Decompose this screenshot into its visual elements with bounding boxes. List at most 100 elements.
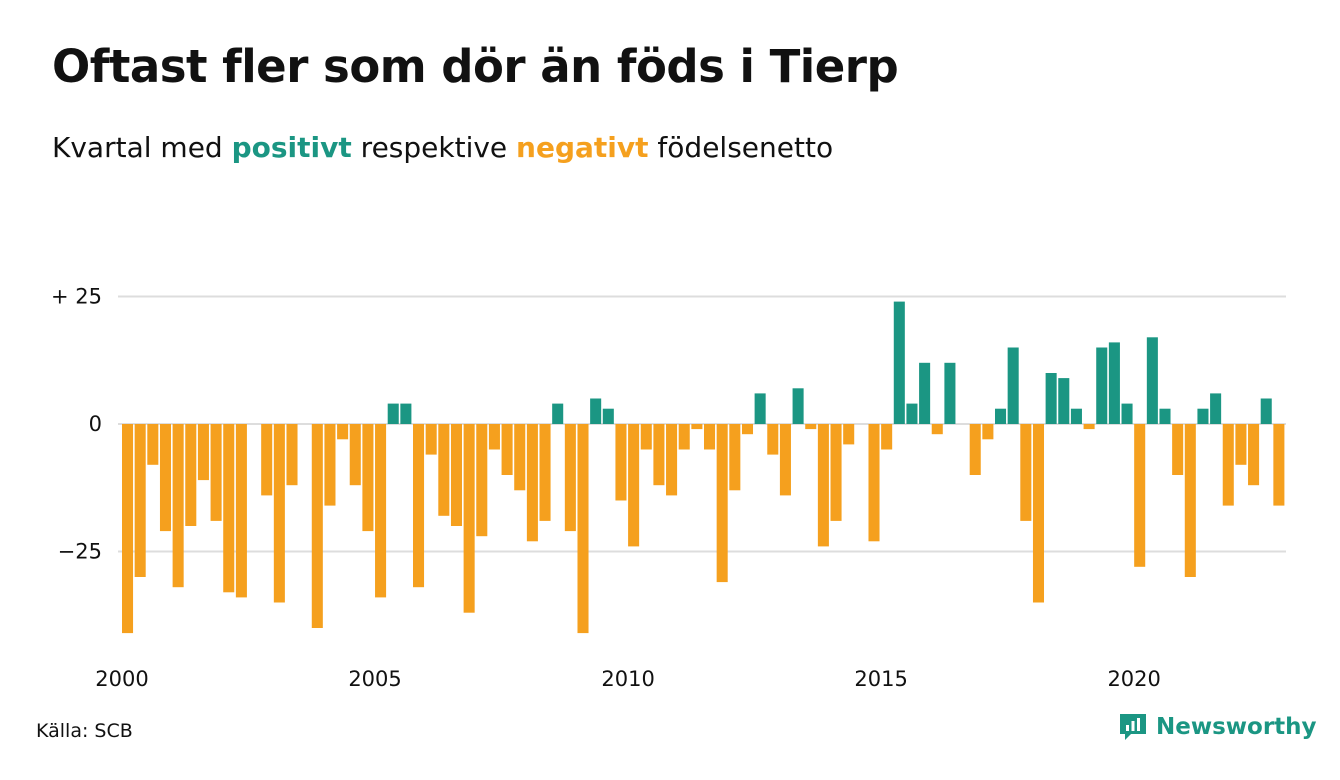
bar-negative bbox=[147, 424, 159, 465]
bar-positive bbox=[1197, 408, 1209, 424]
bar-negative bbox=[261, 424, 273, 496]
bar-negative bbox=[628, 424, 640, 547]
bar-negative bbox=[539, 424, 551, 521]
bar-negative bbox=[450, 424, 463, 526]
x-tick-label: 2020 bbox=[1107, 667, 1160, 691]
bar-negative bbox=[375, 424, 387, 598]
bar-negative bbox=[1184, 424, 1196, 577]
bar-negative bbox=[843, 424, 855, 445]
bar-negative bbox=[1083, 424, 1095, 430]
bar-positive bbox=[944, 362, 956, 424]
bar-negative bbox=[830, 424, 842, 521]
bar-negative bbox=[311, 424, 323, 628]
bar-negative bbox=[1222, 424, 1234, 506]
y-tick-label: −25 bbox=[58, 540, 102, 564]
bar-negative bbox=[881, 424, 893, 450]
bar-negative bbox=[501, 424, 513, 475]
bar-negative bbox=[1273, 424, 1285, 506]
x-tick-label: 2005 bbox=[348, 667, 401, 691]
newsworthy-logo-icon bbox=[1120, 714, 1146, 740]
bar-negative bbox=[1172, 424, 1184, 475]
bar-positive bbox=[1096, 347, 1108, 424]
bar-negative bbox=[577, 424, 589, 634]
bar-negative bbox=[805, 424, 817, 430]
bar-negative bbox=[666, 424, 678, 496]
bar-negative bbox=[273, 424, 285, 603]
bar-negative bbox=[640, 424, 652, 450]
y-axis-ticks: + 25 0 −25 bbox=[51, 285, 102, 564]
bar-positive bbox=[792, 388, 804, 424]
bar-positive bbox=[1260, 398, 1272, 424]
bar-negative bbox=[134, 424, 146, 577]
bar-negative bbox=[817, 424, 829, 547]
bar-positive bbox=[1210, 393, 1222, 424]
bar-negative bbox=[729, 424, 741, 491]
bar-negative bbox=[615, 424, 627, 501]
bar-negative bbox=[122, 424, 134, 634]
y-tick-label: 0 bbox=[89, 412, 102, 436]
bar-negative bbox=[223, 424, 235, 593]
subtitle-prefix: Kvartal med bbox=[52, 131, 232, 164]
bar-negative bbox=[1020, 424, 1032, 521]
bar-positive bbox=[906, 403, 918, 424]
x-tick-label: 2000 bbox=[95, 667, 148, 691]
bar-negative bbox=[337, 424, 349, 440]
bar-positive bbox=[387, 403, 399, 424]
bar-positive bbox=[995, 408, 1007, 424]
bar-negative bbox=[463, 424, 475, 613]
bar-positive bbox=[1007, 347, 1019, 424]
x-tick-label: 2015 bbox=[854, 667, 907, 691]
bar-negative bbox=[185, 424, 197, 526]
bar-negative bbox=[210, 424, 222, 521]
bar-negative bbox=[982, 424, 994, 440]
bar-negative bbox=[653, 424, 665, 486]
bar-negative bbox=[931, 424, 943, 435]
bar-positive bbox=[919, 362, 931, 424]
bar-positive bbox=[1070, 408, 1082, 424]
bar-positive bbox=[590, 398, 602, 424]
subtitle-suffix: födelsenetto bbox=[648, 131, 834, 164]
bar-negative bbox=[564, 424, 576, 532]
bar-negative bbox=[716, 424, 728, 583]
chart-title: Oftast fler som dör än föds i Tierp bbox=[52, 40, 899, 93]
bar-negative bbox=[514, 424, 526, 491]
bar-negative bbox=[362, 424, 374, 532]
bar-negative bbox=[197, 424, 209, 481]
bar-positive bbox=[552, 403, 564, 424]
bar-negative bbox=[235, 424, 247, 598]
bar-positive bbox=[893, 301, 905, 424]
bar-negative bbox=[969, 424, 981, 475]
bar-negative bbox=[526, 424, 538, 542]
bar-negative bbox=[678, 424, 690, 450]
subtitle-positive-word: positivt bbox=[231, 131, 352, 164]
bar-positive bbox=[1058, 378, 1070, 424]
bar-negative bbox=[286, 424, 298, 486]
bar-positive bbox=[1045, 373, 1057, 424]
bar-negative bbox=[1235, 424, 1247, 465]
bar-negative bbox=[767, 424, 779, 455]
bars bbox=[122, 301, 1285, 634]
bar-negative bbox=[413, 424, 425, 588]
bar-negative bbox=[1032, 424, 1045, 603]
bar-positive bbox=[1108, 342, 1120, 424]
y-tick-label: + 25 bbox=[51, 285, 102, 309]
brand-name: Newsworthy bbox=[1156, 714, 1317, 740]
bar-negative bbox=[691, 424, 703, 430]
bar-negative bbox=[159, 424, 172, 532]
bar-negative bbox=[438, 424, 450, 516]
bar-positive bbox=[400, 403, 412, 424]
brand-logo: Newsworthy bbox=[1118, 712, 1317, 742]
chart-subtitle: Kvartal med positivt respektive negativt… bbox=[52, 130, 833, 166]
bar-negative bbox=[324, 424, 336, 506]
bar-positive bbox=[754, 393, 766, 424]
bar-positive bbox=[602, 408, 614, 424]
x-axis-ticks: 2000 2005 2010 2015 2020 bbox=[95, 667, 1161, 691]
bar-negative bbox=[868, 424, 880, 542]
bar-positive bbox=[1146, 337, 1158, 424]
x-tick-label: 2010 bbox=[601, 667, 654, 691]
bar-negative bbox=[1134, 424, 1146, 567]
subtitle-middle: respektive bbox=[351, 131, 517, 164]
bar-negative bbox=[704, 424, 716, 450]
source-note: Källa: SCB bbox=[36, 720, 133, 742]
